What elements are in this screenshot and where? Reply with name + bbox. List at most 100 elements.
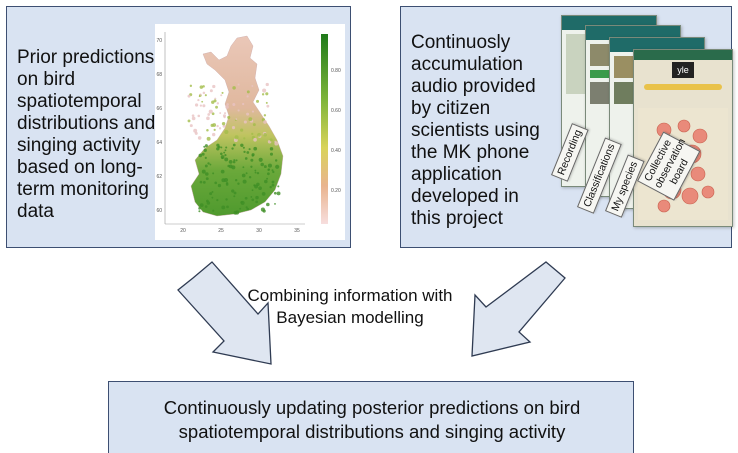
map-speckle: [266, 177, 269, 180]
y-tick-label: 60: [156, 208, 162, 214]
map-speckle: [204, 94, 207, 97]
finland-map-svg: 0.80 0.60 0.40 0.20 70 68 66 64 62 60 20 25 30 35: [155, 24, 345, 240]
map-speckle: [237, 109, 240, 112]
map-speckle: [273, 191, 277, 195]
map-speckle: [263, 132, 267, 137]
map-speckle: [250, 158, 254, 162]
map-speckle: [245, 172, 248, 175]
map-speckle: [212, 209, 215, 212]
map-speckle: [220, 94, 223, 97]
observation-cluster: [681, 187, 699, 205]
map-speckle: [265, 92, 269, 96]
map-speckle: [251, 85, 254, 87]
legend-tick-label: 0.60: [331, 108, 341, 114]
map-speckle: [250, 165, 253, 168]
map-speckle: [269, 152, 274, 156]
map-speckle: [254, 169, 257, 172]
map-speckle: [206, 201, 211, 205]
map-speckle: [204, 205, 208, 208]
map-speckle: [233, 159, 236, 162]
map-speckle: [246, 112, 250, 116]
map-speckle: [225, 146, 228, 149]
observation-cluster: [657, 199, 671, 213]
map-speckle: [251, 153, 255, 157]
map-speckle: [231, 147, 234, 150]
x-tick-label: 30: [256, 228, 262, 234]
observation-cluster: [690, 166, 706, 182]
legend-tick-label: 0.40: [331, 148, 341, 154]
map-speckle: [263, 165, 267, 168]
map-speckle: [224, 154, 227, 157]
map-speckle: [235, 210, 240, 215]
map-speckle: [240, 201, 243, 204]
map-speckle: [197, 114, 201, 118]
map-speckle: [237, 83, 240, 86]
map-speckle: [207, 162, 210, 165]
map-speckle: [261, 192, 266, 196]
map-speckle: [269, 185, 272, 189]
y-tick-label: 62: [156, 174, 162, 180]
map-speckle: [204, 144, 208, 148]
map-speckle: [251, 189, 254, 192]
map-speckle: [232, 143, 236, 147]
map-speckle: [231, 165, 236, 170]
arrow-right-down: [471, 261, 566, 357]
map-speckle: [224, 157, 229, 162]
map-speckle: [209, 163, 212, 166]
map-speckle: [187, 94, 191, 98]
map-speckle: [212, 84, 216, 89]
map-speckle: [231, 189, 235, 193]
map-speckle: [261, 93, 265, 96]
y-tick-label: 70: [156, 38, 162, 44]
map-speckle: [194, 103, 199, 107]
map-speckle: [202, 104, 206, 108]
x-tick-label: 20: [180, 228, 186, 234]
map-speckle: [263, 120, 267, 124]
map-speckle: [203, 145, 206, 148]
map-speckle: [253, 137, 257, 142]
map-speckle: [264, 179, 268, 184]
map-speckle: [251, 132, 254, 135]
map-speckle: [248, 117, 253, 122]
map-speckle: [223, 151, 226, 154]
x-tick-label: 35: [294, 228, 300, 234]
map-speckle: [199, 85, 204, 89]
map-speckle: [271, 183, 275, 187]
map-speckle: [199, 93, 202, 96]
map-speckle: [223, 115, 226, 119]
map-speckle: [248, 148, 251, 151]
map-speckle: [246, 207, 250, 211]
map-speckle: [199, 104, 202, 107]
map-speckle: [239, 207, 242, 210]
map-speckle: [233, 191, 237, 195]
map-speckle: [248, 175, 252, 179]
map-speckle: [221, 156, 224, 160]
arrow-left-down: [177, 261, 272, 365]
finland-map-figure: 0.80 0.60 0.40 0.20 70 68 66 64 62 60 20 25 30 35: [155, 24, 345, 240]
map-speckle: [198, 207, 201, 210]
map-speckle: [209, 89, 213, 93]
map-speckle: [211, 112, 215, 116]
citizen-audio-text: Continuosly accumulation audio provided …: [411, 32, 540, 229]
map-speckle: [256, 182, 260, 187]
map-speckle: [197, 136, 202, 140]
map-speckle: [216, 124, 219, 128]
map-speckle: [251, 198, 255, 202]
map-speckle: [231, 126, 236, 130]
map-speckle: [260, 162, 264, 167]
map-speckle: [225, 182, 229, 185]
map-speckle: [216, 102, 220, 105]
map-speckle: [244, 157, 248, 160]
legend-tick-label: 0.20: [331, 188, 341, 194]
map-speckle: [217, 183, 222, 188]
map-speckle: [275, 164, 280, 169]
map-speckle: [260, 207, 265, 212]
map-speckle: [212, 172, 215, 175]
observation-cluster: [692, 128, 708, 144]
map-speckle: [225, 198, 228, 201]
legend-tick-label: 0.80: [331, 68, 341, 74]
map-speckle: [235, 159, 238, 162]
map-speckle: [193, 128, 198, 133]
map-speckle: [198, 95, 201, 98]
